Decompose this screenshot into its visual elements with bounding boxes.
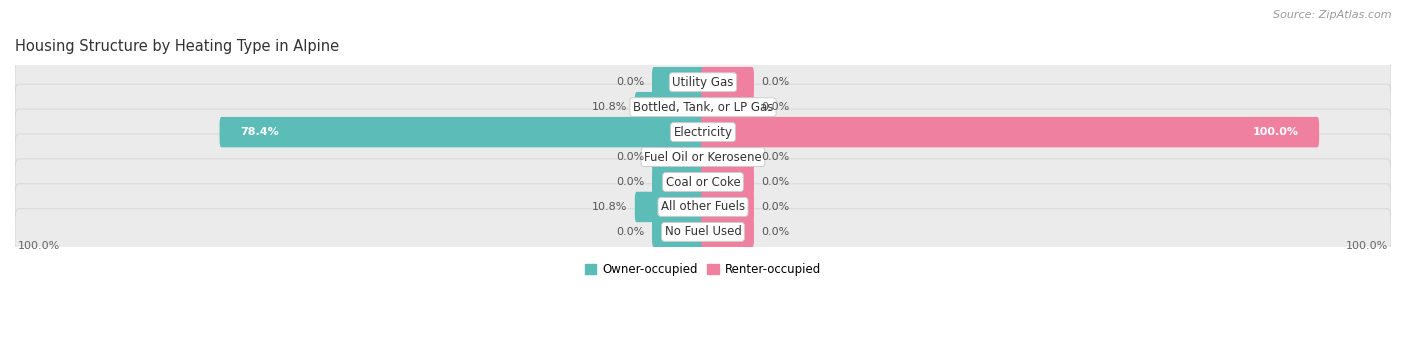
FancyBboxPatch shape <box>15 84 1391 130</box>
FancyBboxPatch shape <box>15 159 1391 205</box>
FancyBboxPatch shape <box>652 217 704 247</box>
Text: Utility Gas: Utility Gas <box>672 76 734 89</box>
Text: Housing Structure by Heating Type in Alpine: Housing Structure by Heating Type in Alp… <box>15 39 339 54</box>
Text: 100.0%: 100.0% <box>1346 241 1388 251</box>
FancyBboxPatch shape <box>702 92 754 122</box>
FancyBboxPatch shape <box>636 192 704 222</box>
Text: Source: ZipAtlas.com: Source: ZipAtlas.com <box>1274 10 1392 20</box>
FancyBboxPatch shape <box>15 109 1391 155</box>
FancyBboxPatch shape <box>636 92 704 122</box>
Text: Coal or Coke: Coal or Coke <box>665 176 741 189</box>
FancyBboxPatch shape <box>652 67 704 98</box>
Text: Fuel Oil or Kerosene: Fuel Oil or Kerosene <box>644 151 762 164</box>
FancyBboxPatch shape <box>702 167 754 197</box>
FancyBboxPatch shape <box>702 192 754 222</box>
Text: 10.8%: 10.8% <box>592 202 627 212</box>
Text: 0.0%: 0.0% <box>762 202 790 212</box>
Text: 78.4%: 78.4% <box>240 127 278 137</box>
Text: No Fuel Used: No Fuel Used <box>665 225 741 238</box>
Text: 0.0%: 0.0% <box>762 177 790 187</box>
Text: Bottled, Tank, or LP Gas: Bottled, Tank, or LP Gas <box>633 101 773 114</box>
Text: 0.0%: 0.0% <box>762 227 790 237</box>
FancyBboxPatch shape <box>652 167 704 197</box>
Text: 100.0%: 100.0% <box>1253 127 1299 137</box>
FancyBboxPatch shape <box>702 142 754 172</box>
FancyBboxPatch shape <box>652 142 704 172</box>
Text: 0.0%: 0.0% <box>616 227 644 237</box>
Text: 0.0%: 0.0% <box>616 152 644 162</box>
FancyBboxPatch shape <box>702 117 1319 147</box>
Text: 0.0%: 0.0% <box>762 102 790 112</box>
Text: 0.0%: 0.0% <box>616 177 644 187</box>
Text: All other Fuels: All other Fuels <box>661 201 745 213</box>
Text: 0.0%: 0.0% <box>762 152 790 162</box>
Text: Electricity: Electricity <box>673 125 733 138</box>
FancyBboxPatch shape <box>15 209 1391 255</box>
FancyBboxPatch shape <box>15 134 1391 180</box>
Text: 100.0%: 100.0% <box>18 241 60 251</box>
Text: 0.0%: 0.0% <box>762 77 790 87</box>
Legend: Owner-occupied, Renter-occupied: Owner-occupied, Renter-occupied <box>579 258 827 281</box>
Text: 10.8%: 10.8% <box>592 102 627 112</box>
FancyBboxPatch shape <box>219 117 704 147</box>
FancyBboxPatch shape <box>702 67 754 98</box>
Text: 0.0%: 0.0% <box>616 77 644 87</box>
FancyBboxPatch shape <box>15 184 1391 230</box>
FancyBboxPatch shape <box>702 217 754 247</box>
FancyBboxPatch shape <box>15 59 1391 105</box>
